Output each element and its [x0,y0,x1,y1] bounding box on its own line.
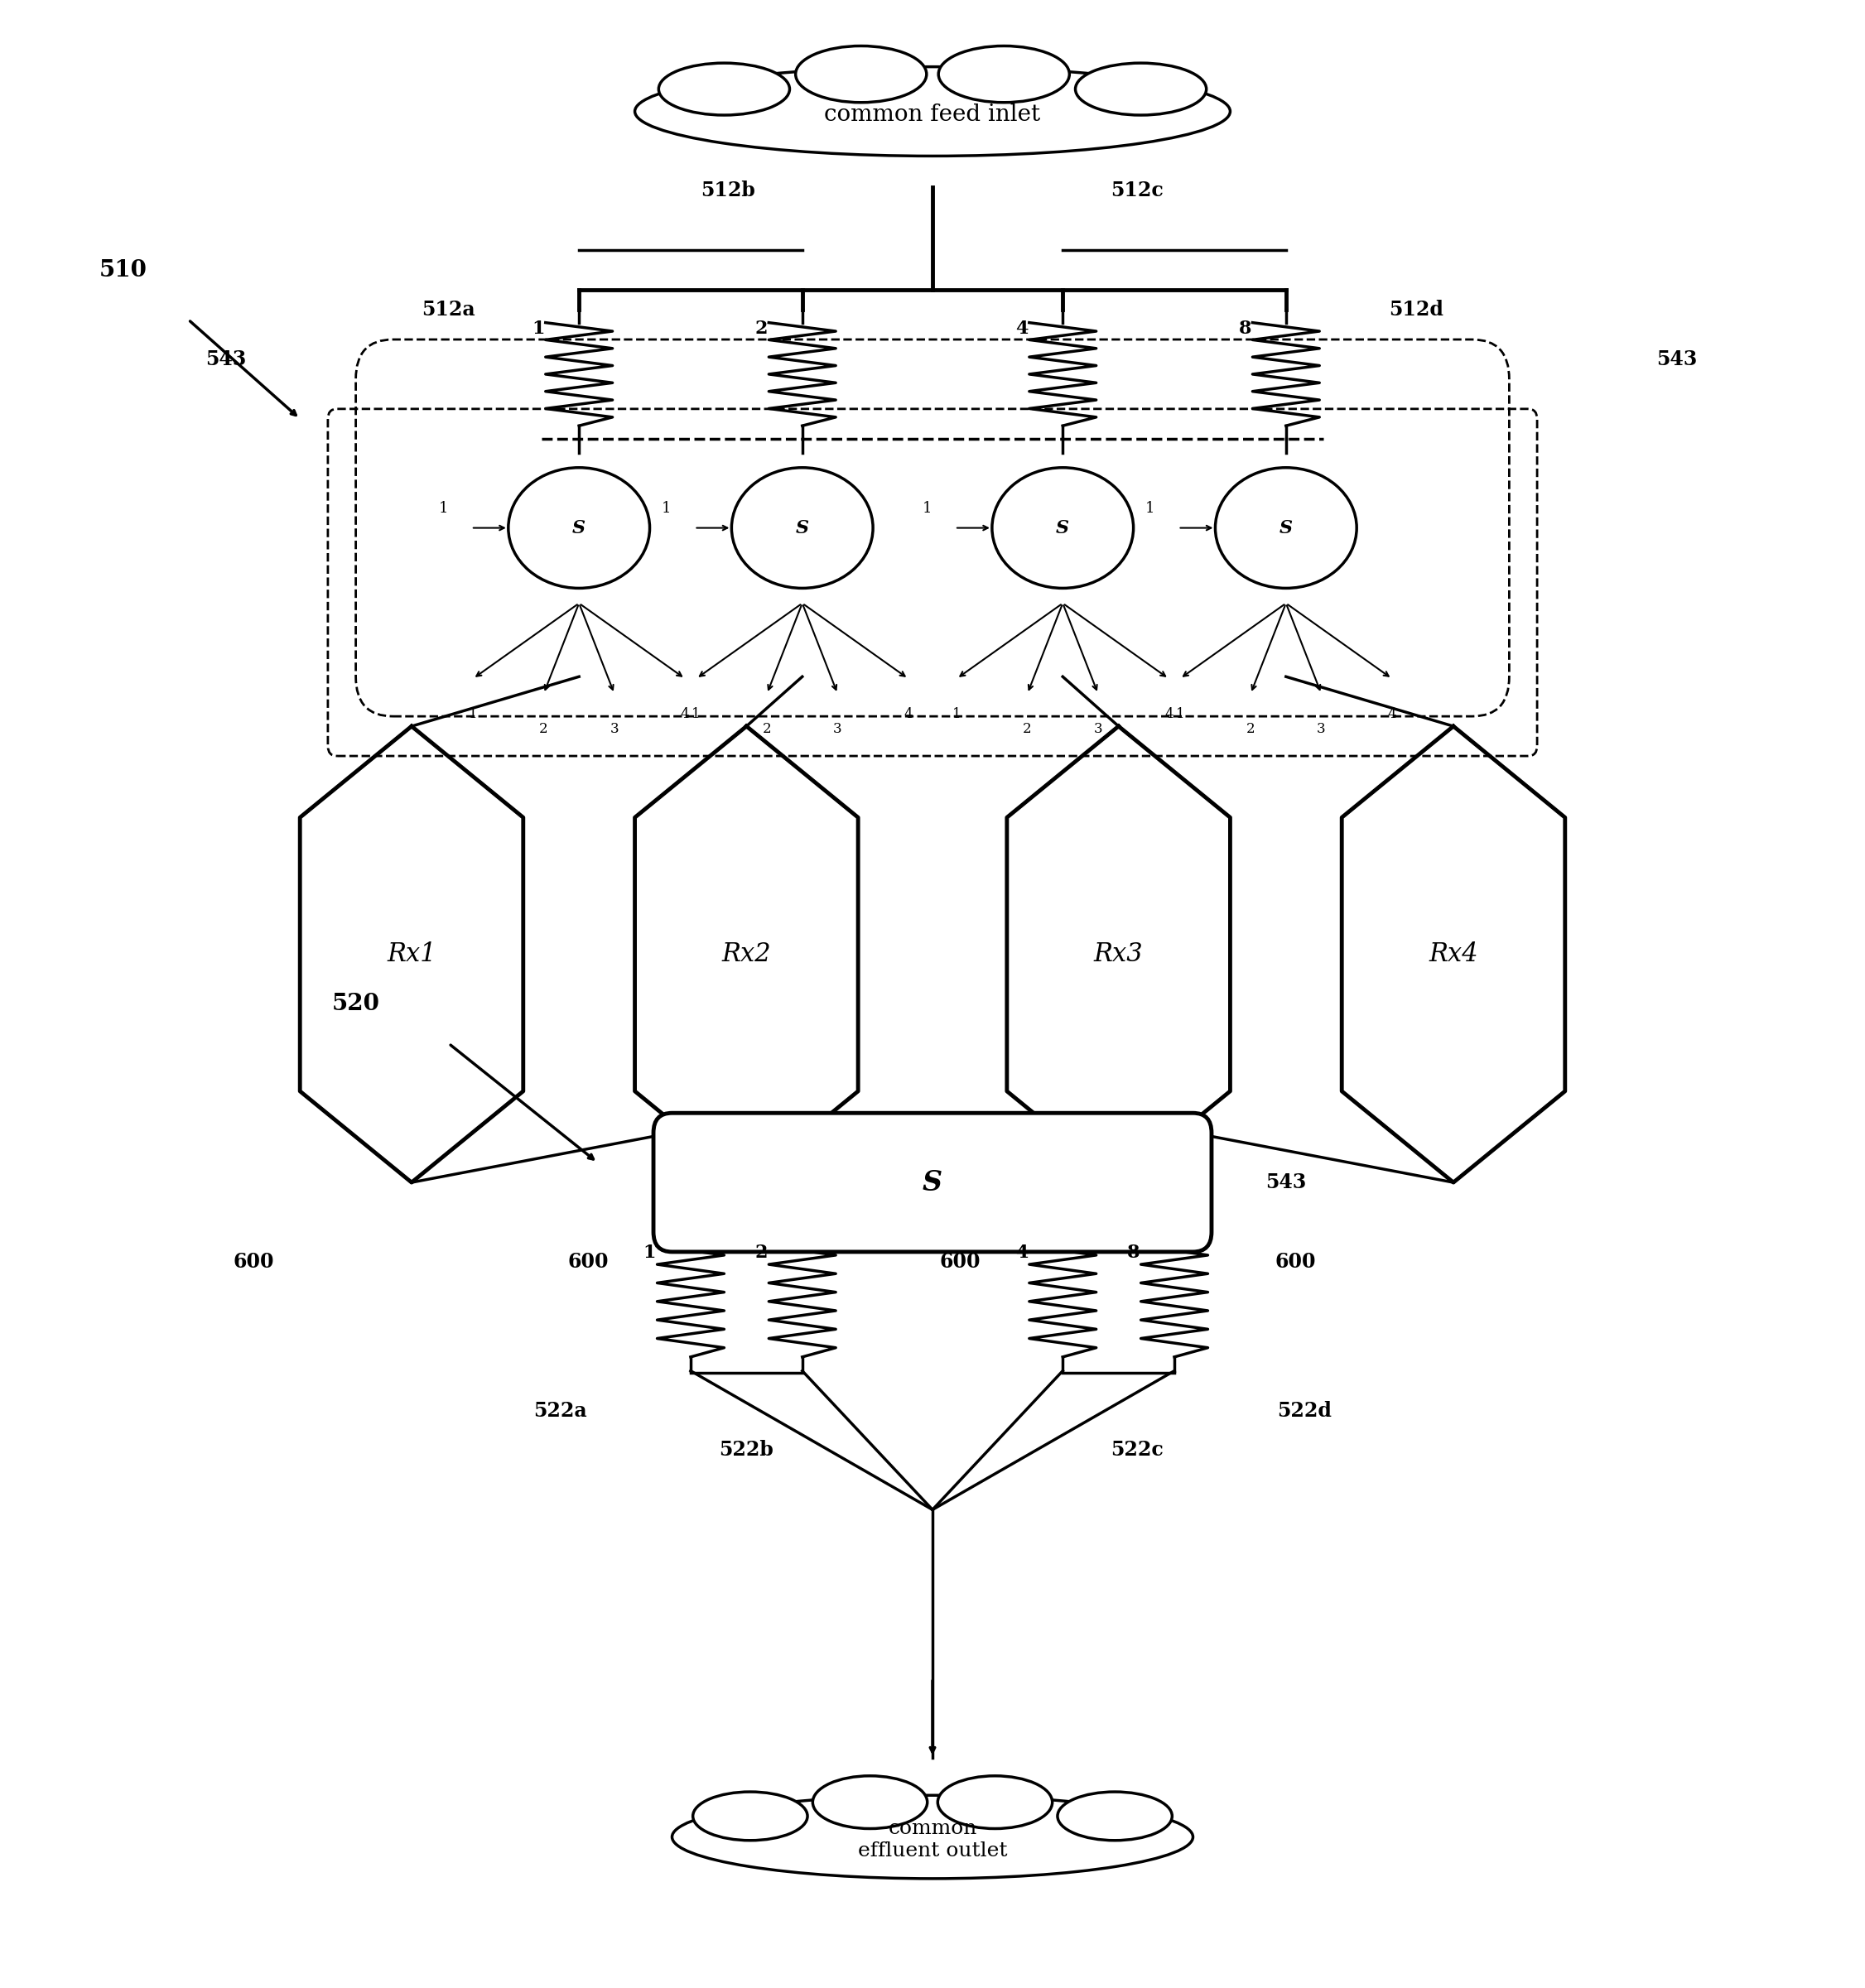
Text: 1: 1 [921,501,932,515]
Text: 3: 3 [610,722,619,736]
Text: 600: 600 [233,1252,274,1272]
Text: S: S [1056,519,1069,537]
Text: 543: 543 [205,350,246,370]
Ellipse shape [938,1775,1052,1829]
Text: 2: 2 [539,722,548,736]
Text: 520: 520 [332,992,380,1016]
Text: 1: 1 [1145,501,1154,515]
Text: 512c: 512c [1112,181,1164,201]
Text: 2: 2 [755,320,768,338]
Text: 1: 1 [953,708,960,722]
Text: Rx2: Rx2 [722,942,770,968]
Text: 4: 4 [681,708,690,722]
Text: 4: 4 [1388,708,1397,722]
Text: S: S [923,1169,942,1197]
Text: 510: 510 [99,258,147,280]
Ellipse shape [1057,1791,1171,1841]
FancyBboxPatch shape [653,1113,1212,1252]
Text: 600: 600 [567,1252,608,1272]
Ellipse shape [671,1795,1194,1879]
Text: 2: 2 [1024,722,1031,736]
Text: 522d: 522d [1278,1402,1332,1421]
Text: common feed inlet: common feed inlet [824,103,1041,125]
Text: 4: 4 [1015,1244,1028,1262]
Text: 2: 2 [763,722,772,736]
Text: 4: 4 [1164,708,1173,722]
Text: 2: 2 [755,1244,768,1262]
Text: 512a: 512a [421,300,476,320]
Text: Rx3: Rx3 [1095,942,1143,968]
Ellipse shape [509,467,649,588]
Ellipse shape [658,64,789,115]
Ellipse shape [634,68,1231,155]
Text: 8: 8 [1126,1244,1140,1262]
Text: Rx4: Rx4 [1429,942,1479,968]
Text: 522c: 522c [1112,1439,1164,1459]
Text: 1: 1 [532,320,545,338]
Text: 600: 600 [1276,1252,1317,1272]
Ellipse shape [796,46,927,103]
Text: 512d: 512d [1389,300,1444,320]
Text: 1: 1 [662,501,671,515]
Text: 8: 8 [1238,320,1251,338]
Text: 543: 543 [1266,1173,1305,1193]
Text: S: S [796,519,809,537]
Text: 522a: 522a [533,1402,587,1421]
Text: 4: 4 [905,708,912,722]
Ellipse shape [1216,467,1356,588]
Text: 1: 1 [643,1244,656,1262]
Text: common
effluent outlet: common effluent outlet [858,1819,1007,1861]
Text: 1: 1 [468,708,477,722]
Text: 3: 3 [834,722,841,736]
Text: 543: 543 [1656,350,1697,370]
Text: 1: 1 [438,501,448,515]
Ellipse shape [1076,64,1207,115]
Text: Rx1: Rx1 [386,942,436,968]
Ellipse shape [731,467,873,588]
Ellipse shape [694,1791,808,1841]
Ellipse shape [992,467,1134,588]
Text: S: S [1279,519,1292,537]
Text: 2: 2 [1246,722,1255,736]
Text: 600: 600 [940,1252,981,1272]
Text: 3: 3 [1317,722,1326,736]
Text: 3: 3 [1093,722,1102,736]
Text: 512b: 512b [701,181,755,201]
Ellipse shape [813,1775,927,1829]
Text: 1: 1 [1175,708,1184,722]
Text: S: S [573,519,586,537]
Text: 1: 1 [692,708,701,722]
Text: 522b: 522b [720,1439,774,1459]
Ellipse shape [938,46,1069,103]
Text: 4: 4 [1015,320,1028,338]
